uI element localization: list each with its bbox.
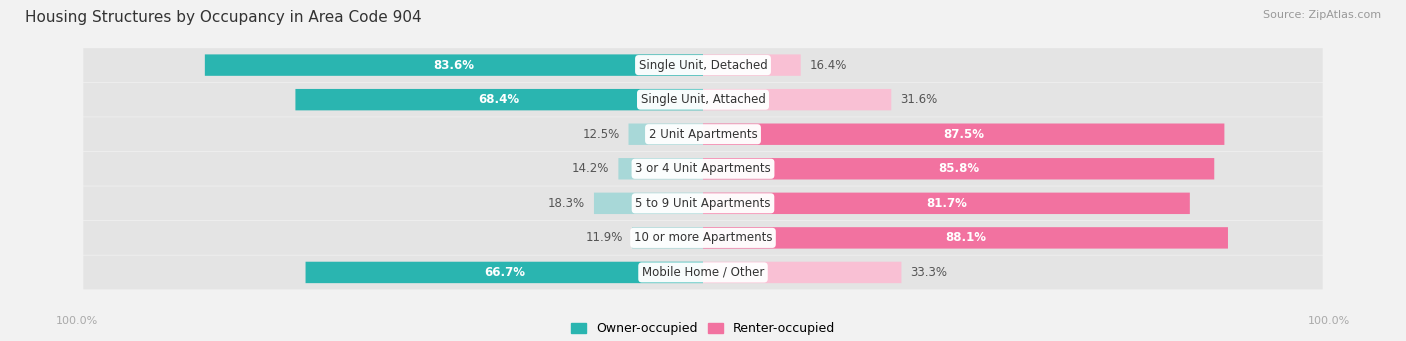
Text: 5 to 9 Unit Apartments: 5 to 9 Unit Apartments [636, 197, 770, 210]
Text: 11.9%: 11.9% [586, 232, 623, 244]
Text: 33.3%: 33.3% [910, 266, 948, 279]
Text: Mobile Home / Other: Mobile Home / Other [641, 266, 765, 279]
FancyBboxPatch shape [83, 48, 1323, 82]
Text: 3 or 4 Unit Apartments: 3 or 4 Unit Apartments [636, 162, 770, 175]
Text: 12.5%: 12.5% [582, 128, 620, 141]
Text: 87.5%: 87.5% [943, 128, 984, 141]
Text: 31.6%: 31.6% [900, 93, 938, 106]
FancyBboxPatch shape [633, 227, 703, 249]
FancyBboxPatch shape [83, 83, 1323, 117]
FancyBboxPatch shape [703, 89, 891, 110]
FancyBboxPatch shape [703, 227, 1227, 249]
Text: Source: ZipAtlas.com: Source: ZipAtlas.com [1263, 10, 1381, 20]
FancyBboxPatch shape [295, 89, 703, 110]
FancyBboxPatch shape [619, 158, 703, 179]
Text: 18.3%: 18.3% [548, 197, 585, 210]
FancyBboxPatch shape [83, 221, 1323, 255]
Text: 83.6%: 83.6% [433, 59, 474, 72]
Text: Single Unit, Detached: Single Unit, Detached [638, 59, 768, 72]
FancyBboxPatch shape [703, 158, 1215, 179]
Text: 81.7%: 81.7% [927, 197, 967, 210]
FancyBboxPatch shape [83, 117, 1323, 151]
Text: 14.2%: 14.2% [572, 162, 609, 175]
FancyBboxPatch shape [703, 262, 901, 283]
FancyBboxPatch shape [205, 55, 703, 76]
Text: 85.8%: 85.8% [938, 162, 979, 175]
Text: Single Unit, Attached: Single Unit, Attached [641, 93, 765, 106]
FancyBboxPatch shape [593, 193, 703, 214]
Text: 2 Unit Apartments: 2 Unit Apartments [648, 128, 758, 141]
FancyBboxPatch shape [83, 255, 1323, 290]
FancyBboxPatch shape [305, 262, 703, 283]
FancyBboxPatch shape [83, 152, 1323, 186]
FancyBboxPatch shape [703, 123, 1225, 145]
Text: 88.1%: 88.1% [945, 232, 986, 244]
Text: Housing Structures by Occupancy in Area Code 904: Housing Structures by Occupancy in Area … [25, 10, 422, 25]
Text: 66.7%: 66.7% [484, 266, 524, 279]
Text: 68.4%: 68.4% [478, 93, 520, 106]
FancyBboxPatch shape [703, 55, 801, 76]
Text: 10 or more Apartments: 10 or more Apartments [634, 232, 772, 244]
FancyBboxPatch shape [703, 193, 1189, 214]
FancyBboxPatch shape [628, 123, 703, 145]
FancyBboxPatch shape [83, 187, 1323, 220]
Text: 16.4%: 16.4% [810, 59, 846, 72]
Text: 100.0%: 100.0% [56, 316, 98, 326]
Text: 100.0%: 100.0% [1308, 316, 1350, 326]
Legend: Owner-occupied, Renter-occupied: Owner-occupied, Renter-occupied [567, 317, 839, 340]
